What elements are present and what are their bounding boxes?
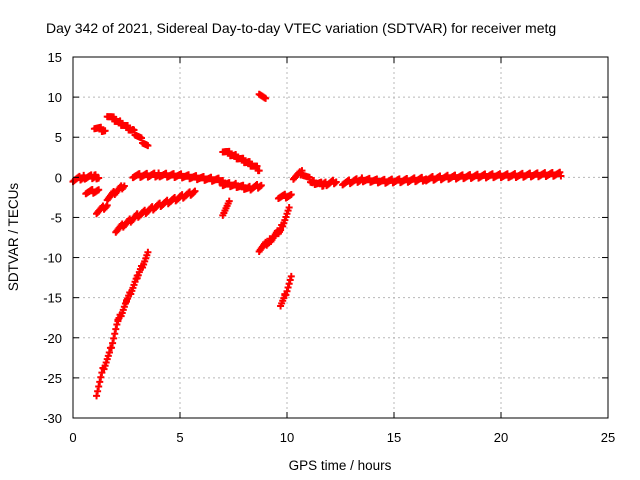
- data-point: [96, 378, 104, 386]
- data-point: [283, 287, 291, 295]
- data-track-6: [103, 182, 128, 204]
- data-point: [101, 127, 109, 135]
- y-tick-label: 10: [48, 90, 62, 105]
- data-point: [262, 94, 270, 102]
- x-tick-label: 15: [387, 430, 401, 445]
- data-point: [116, 117, 124, 125]
- grid-lines: [73, 57, 608, 418]
- data-point: [287, 191, 295, 199]
- data-track-2: [82, 185, 103, 198]
- data-track-11: [219, 179, 265, 194]
- data-point: [110, 334, 118, 342]
- data-track-12: [219, 197, 233, 219]
- x-axis-label: GPS time / hours: [289, 458, 392, 473]
- y-tick-label: 15: [48, 50, 62, 65]
- y-tick-label: -15: [43, 291, 62, 306]
- data-point: [232, 151, 240, 159]
- x-tick-label: 10: [280, 430, 294, 445]
- y-tick-label: -10: [43, 251, 62, 266]
- data-point: [93, 392, 101, 400]
- data-point: [144, 248, 152, 256]
- data-point: [190, 188, 198, 196]
- data-point: [285, 203, 293, 211]
- data-point: [97, 373, 105, 381]
- y-tick-label: -25: [43, 371, 62, 386]
- y-tick-label: -5: [50, 210, 62, 225]
- data-point: [239, 154, 247, 162]
- data-point: [108, 344, 116, 352]
- data-point: [130, 126, 138, 134]
- data-point: [113, 320, 121, 328]
- data-point: [255, 167, 263, 175]
- data-point: [225, 197, 233, 205]
- data-track-4: [93, 201, 111, 218]
- data-track-10: [219, 147, 263, 175]
- y-tick-label: -20: [43, 331, 62, 346]
- data-track-13: [255, 90, 270, 102]
- y-tick-label: -30: [43, 411, 62, 426]
- data-track-3: [90, 123, 109, 136]
- data-point: [95, 174, 103, 182]
- data-point: [282, 291, 290, 299]
- data-point: [95, 186, 103, 194]
- data-track-19: [422, 168, 565, 185]
- data-track-8: [112, 187, 199, 236]
- data-point: [120, 182, 128, 190]
- data-point: [144, 142, 152, 150]
- data-track-7: [103, 113, 152, 150]
- data-track-17: [289, 167, 340, 190]
- data-point: [287, 272, 295, 280]
- data-point: [110, 113, 118, 121]
- data-point: [285, 280, 293, 288]
- x-tick-label: 0: [69, 430, 76, 445]
- data-point: [225, 147, 233, 155]
- data-track-14: [255, 203, 293, 255]
- plot-frame: [72, 56, 609, 419]
- data-point: [253, 162, 261, 170]
- data-point: [102, 203, 110, 211]
- x-tick-label: 25: [601, 430, 615, 445]
- y-tick-label: 0: [55, 170, 62, 185]
- data-point: [557, 172, 565, 180]
- data-point: [332, 178, 340, 186]
- data-point: [246, 158, 254, 166]
- data-track-5: [93, 248, 152, 400]
- data-track-16: [277, 272, 295, 310]
- data-point: [95, 383, 103, 391]
- x-tick-label: 5: [176, 430, 183, 445]
- axis-ticks: 0 5 10 15 20 25 -30 -25 -20 -15 -10 -5 0 5 10 15: [43, 50, 615, 445]
- data-point: [257, 181, 265, 189]
- data-point: [191, 187, 199, 195]
- data-points: [69, 90, 565, 400]
- data-point: [286, 276, 294, 284]
- data-track-9: [129, 169, 227, 186]
- y-axis-label: SDTVAR / TECUs: [6, 183, 21, 292]
- data-point: [305, 173, 313, 181]
- data-track-15: [274, 190, 295, 203]
- data-point: [124, 122, 132, 130]
- data-track-1: [69, 171, 103, 186]
- data-track-18: [339, 173, 430, 189]
- data-point: [94, 387, 102, 395]
- data-point: [105, 349, 113, 357]
- data-point: [97, 123, 105, 131]
- data-point: [284, 283, 292, 291]
- x-tick-label: 20: [494, 430, 508, 445]
- chart-title: Day 342 of 2021, Sidereal Day-to-day VTE…: [46, 20, 556, 36]
- y-tick-label: 5: [55, 130, 62, 145]
- data-point: [109, 339, 117, 347]
- data-point: [137, 134, 145, 142]
- data-point: [298, 167, 306, 175]
- data-point: [556, 168, 564, 176]
- data-point: [112, 325, 120, 333]
- data-point: [111, 330, 119, 338]
